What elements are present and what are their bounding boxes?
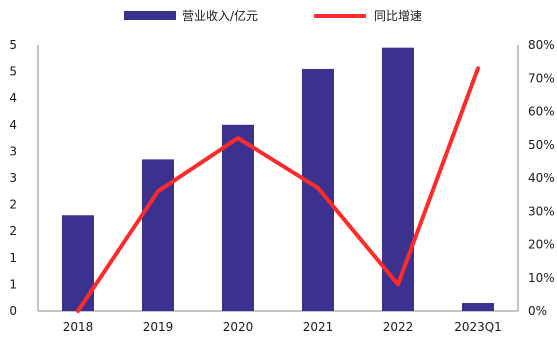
x-tick-label: 2021 [303, 320, 334, 334]
legend: 营业收入/亿元 同比增速 [124, 8, 422, 23]
left-y-ticks: 0 1 1 2 2 3 3 4 4 5 5 [9, 38, 17, 318]
x-tick-label: 2023Q1 [454, 320, 502, 334]
right-y-ticks: 0% 10% 20% 30% 40% 50% 60% 70% 80% [528, 38, 555, 318]
left-y-tick-label: 1 [9, 277, 17, 291]
axes [37, 45, 519, 312]
left-y-tick-label: 4 [9, 118, 17, 132]
bar [382, 47, 414, 311]
bar-series [62, 47, 494, 311]
legend-swatch-bar [124, 11, 176, 20]
x-tick-label: 2018 [63, 320, 94, 334]
right-y-tick-label: 10% [528, 271, 555, 285]
bar [222, 124, 254, 311]
right-y-tick-label: 0% [528, 304, 547, 318]
left-y-tick-label: 3 [9, 144, 17, 158]
left-y-tick-label: 2 [9, 198, 17, 212]
left-y-tick-label: 1 [9, 251, 17, 265]
left-y-tick-label: 5 [9, 65, 17, 79]
legend-label-bar: 营业收入/亿元 [182, 8, 258, 23]
right-y-tick-label: 60% [528, 105, 555, 119]
right-y-tick-label: 30% [528, 204, 555, 218]
right-y-tick-label: 50% [528, 138, 555, 152]
left-y-tick-label: 4 [9, 91, 17, 105]
right-y-tick-label: 20% [528, 238, 555, 252]
right-y-tick-label: 70% [528, 71, 555, 85]
left-y-tick-label: 0 [9, 304, 17, 318]
left-y-tick-label: 3 [9, 171, 17, 185]
x-tick-label: 2019 [143, 320, 174, 334]
right-y-tick-label: 40% [528, 171, 555, 185]
x-tick-label: 2022 [383, 320, 414, 334]
x-axis-ticks: 2018 2019 2020 2021 2022 2023Q1 [63, 320, 502, 334]
x-tick-label: 2020 [223, 320, 254, 334]
left-y-tick-label: 2 [9, 224, 17, 238]
line-series [76, 66, 480, 313]
right-y-tick-label: 80% [528, 38, 555, 52]
series-line [76, 66, 480, 313]
bar [462, 303, 494, 311]
left-y-tick-label: 5 [9, 38, 17, 52]
legend-label-line: 同比增速 [374, 9, 422, 23]
